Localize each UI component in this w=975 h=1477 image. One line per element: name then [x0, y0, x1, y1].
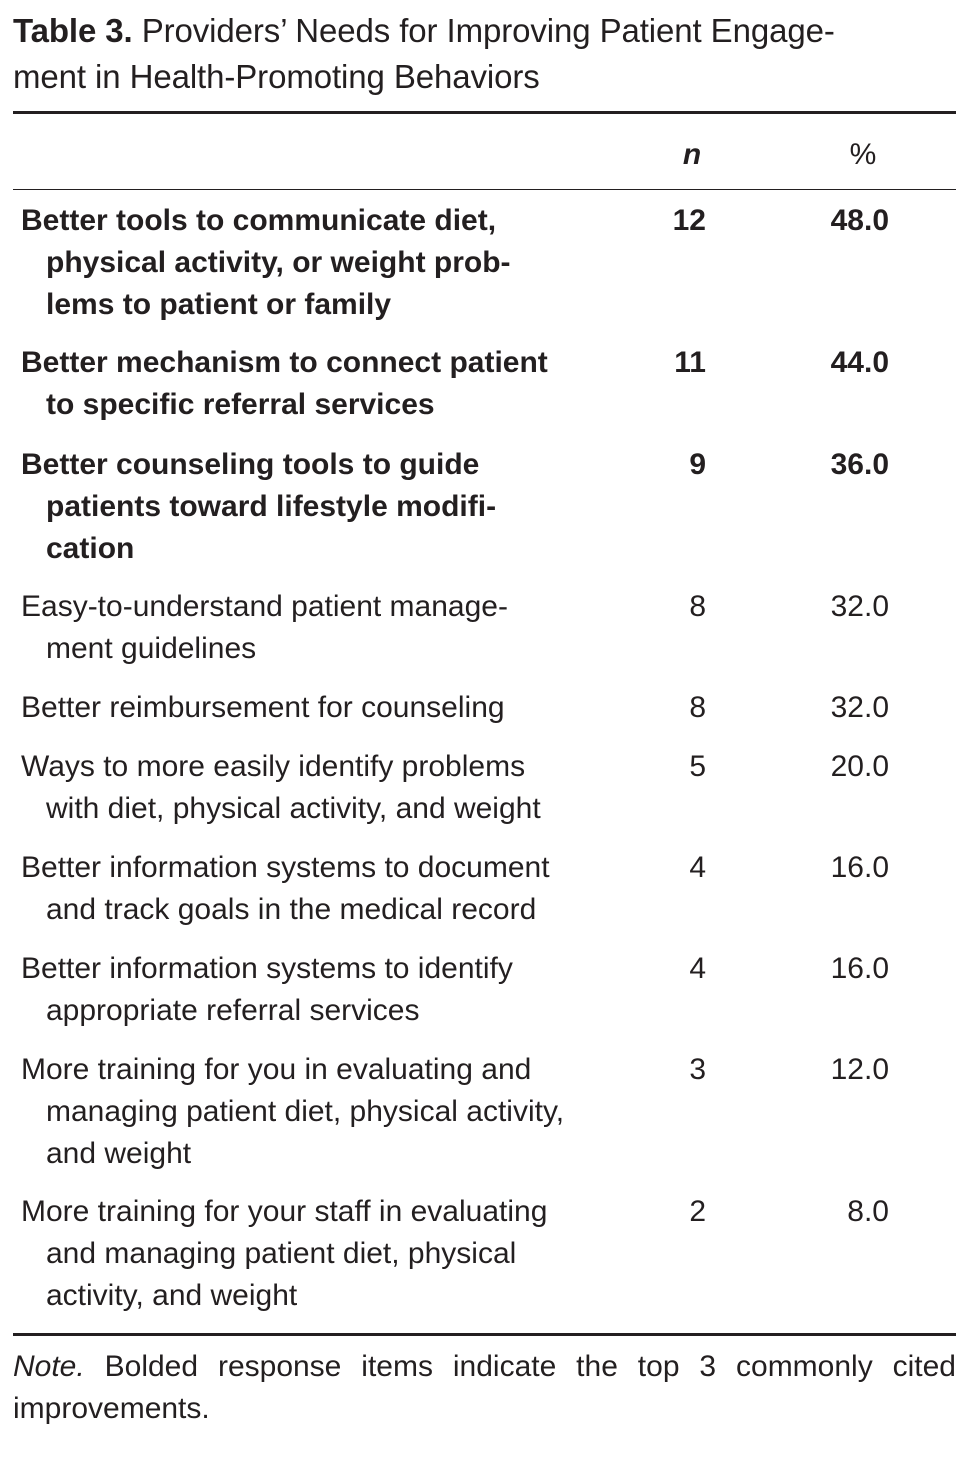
row-percent-value: 36.0 [830, 448, 889, 481]
row-item-text: More training for you in evaluating and m… [21, 1049, 631, 1175]
row-item-line: Better counseling tools to guide [21, 448, 480, 481]
row-percent-value: 32.0 [830, 590, 889, 623]
row-percent-value: 32.0 [830, 691, 889, 724]
row-n-value: 8 [689, 590, 706, 623]
column-header-n: n [682, 138, 702, 171]
row-item-text: Better counseling tools to guide patients… [21, 444, 631, 570]
row-item-line: ment guidelines [46, 632, 257, 665]
column-header-percent: % [849, 138, 877, 171]
row-n-value: 11 [674, 346, 706, 379]
row-n-value: 9 [689, 448, 706, 481]
row-item-line: and managing patient diet, physical [46, 1237, 517, 1270]
row-item-line: lems to patient or family [46, 288, 392, 321]
row-n-value: 4 [689, 952, 706, 985]
row-item-text: Easy-to-understand patient manage-ment g… [21, 586, 631, 670]
row-percent-value: 20.0 [830, 750, 889, 783]
row-item-line: and weight [46, 1137, 192, 1170]
row-item-text: Better information systems to identify ap… [21, 948, 631, 1032]
row-item-line: More training for your staff in evaluati… [21, 1195, 548, 1228]
row-item-text: Better tools to communicate diet, physica… [21, 200, 631, 326]
row-n-value: 8 [689, 691, 706, 724]
row-item-line: Better tools to communicate diet, [21, 204, 497, 237]
row-item-text: More training for your staff in evaluati… [21, 1191, 631, 1317]
row-item-line: physical activity, or weight prob- [46, 246, 511, 279]
row-item-line: Easy-to-understand patient manage- [21, 590, 508, 623]
row-item-line: appropriate referral services [46, 994, 420, 1027]
row-n-value: 2 [689, 1195, 706, 1228]
row-item-line: with diet, physical activity, and weight [46, 792, 541, 825]
row-n-value: 5 [689, 750, 706, 783]
row-percent-value: 16.0 [830, 952, 889, 985]
table-label: Table 3. [13, 12, 133, 49]
row-percent-value: 8.0 [847, 1195, 889, 1228]
row-percent-value: 16.0 [830, 851, 889, 884]
table-title-line2: ment in Health-Promoting Behaviors [13, 58, 540, 95]
bottom-rule [13, 1333, 956, 1336]
row-item-line: Better mechanism to connect patient [21, 346, 548, 379]
row-item-line: Better information systems to identify [21, 952, 513, 985]
row-n-value: 3 [689, 1053, 706, 1086]
note-label: Note. [13, 1350, 85, 1383]
row-percent-value: 48.0 [830, 204, 889, 237]
note-text: Bolded response items indicate the top 3… [13, 1350, 956, 1425]
row-item-text: Ways to more easily identify problems wit… [21, 746, 631, 830]
row-item-line: cation [46, 532, 135, 565]
top-rule [13, 111, 956, 114]
row-item-text: Better reimbursement for counseling [21, 687, 631, 729]
row-item-line: to specific referral services [46, 388, 435, 421]
row-item-line: Better reimbursement for counseling [21, 691, 505, 724]
row-item-line: activity, and weight [46, 1279, 298, 1312]
row-percent-value: 12.0 [830, 1053, 889, 1086]
row-item-line: and track goals in the medical record [46, 893, 537, 926]
row-item-text: Better mechanism to connect patient to sp… [21, 342, 631, 426]
table-note: Note. Bolded response items indicate the… [13, 1346, 956, 1430]
header-rule [13, 189, 956, 190]
row-item-text: Better information systems to document an… [21, 847, 631, 931]
row-n-value: 12 [672, 204, 706, 237]
row-item-line: managing patient diet, physical activity… [46, 1095, 565, 1128]
row-percent-value: 44.0 [830, 346, 889, 379]
row-item-line: patients toward lifestyle modifi- [46, 490, 497, 523]
table-title: Table 3. Providers’ Needs for Improving … [13, 8, 963, 100]
table-title-line1: Providers’ Needs for Improving Patient E… [141, 12, 835, 49]
row-item-line: Ways to more easily identify problems [21, 750, 526, 783]
row-item-line: Better information systems to document [21, 851, 550, 884]
row-item-line: More training for you in evaluating and [21, 1053, 532, 1086]
row-n-value: 4 [689, 851, 706, 884]
